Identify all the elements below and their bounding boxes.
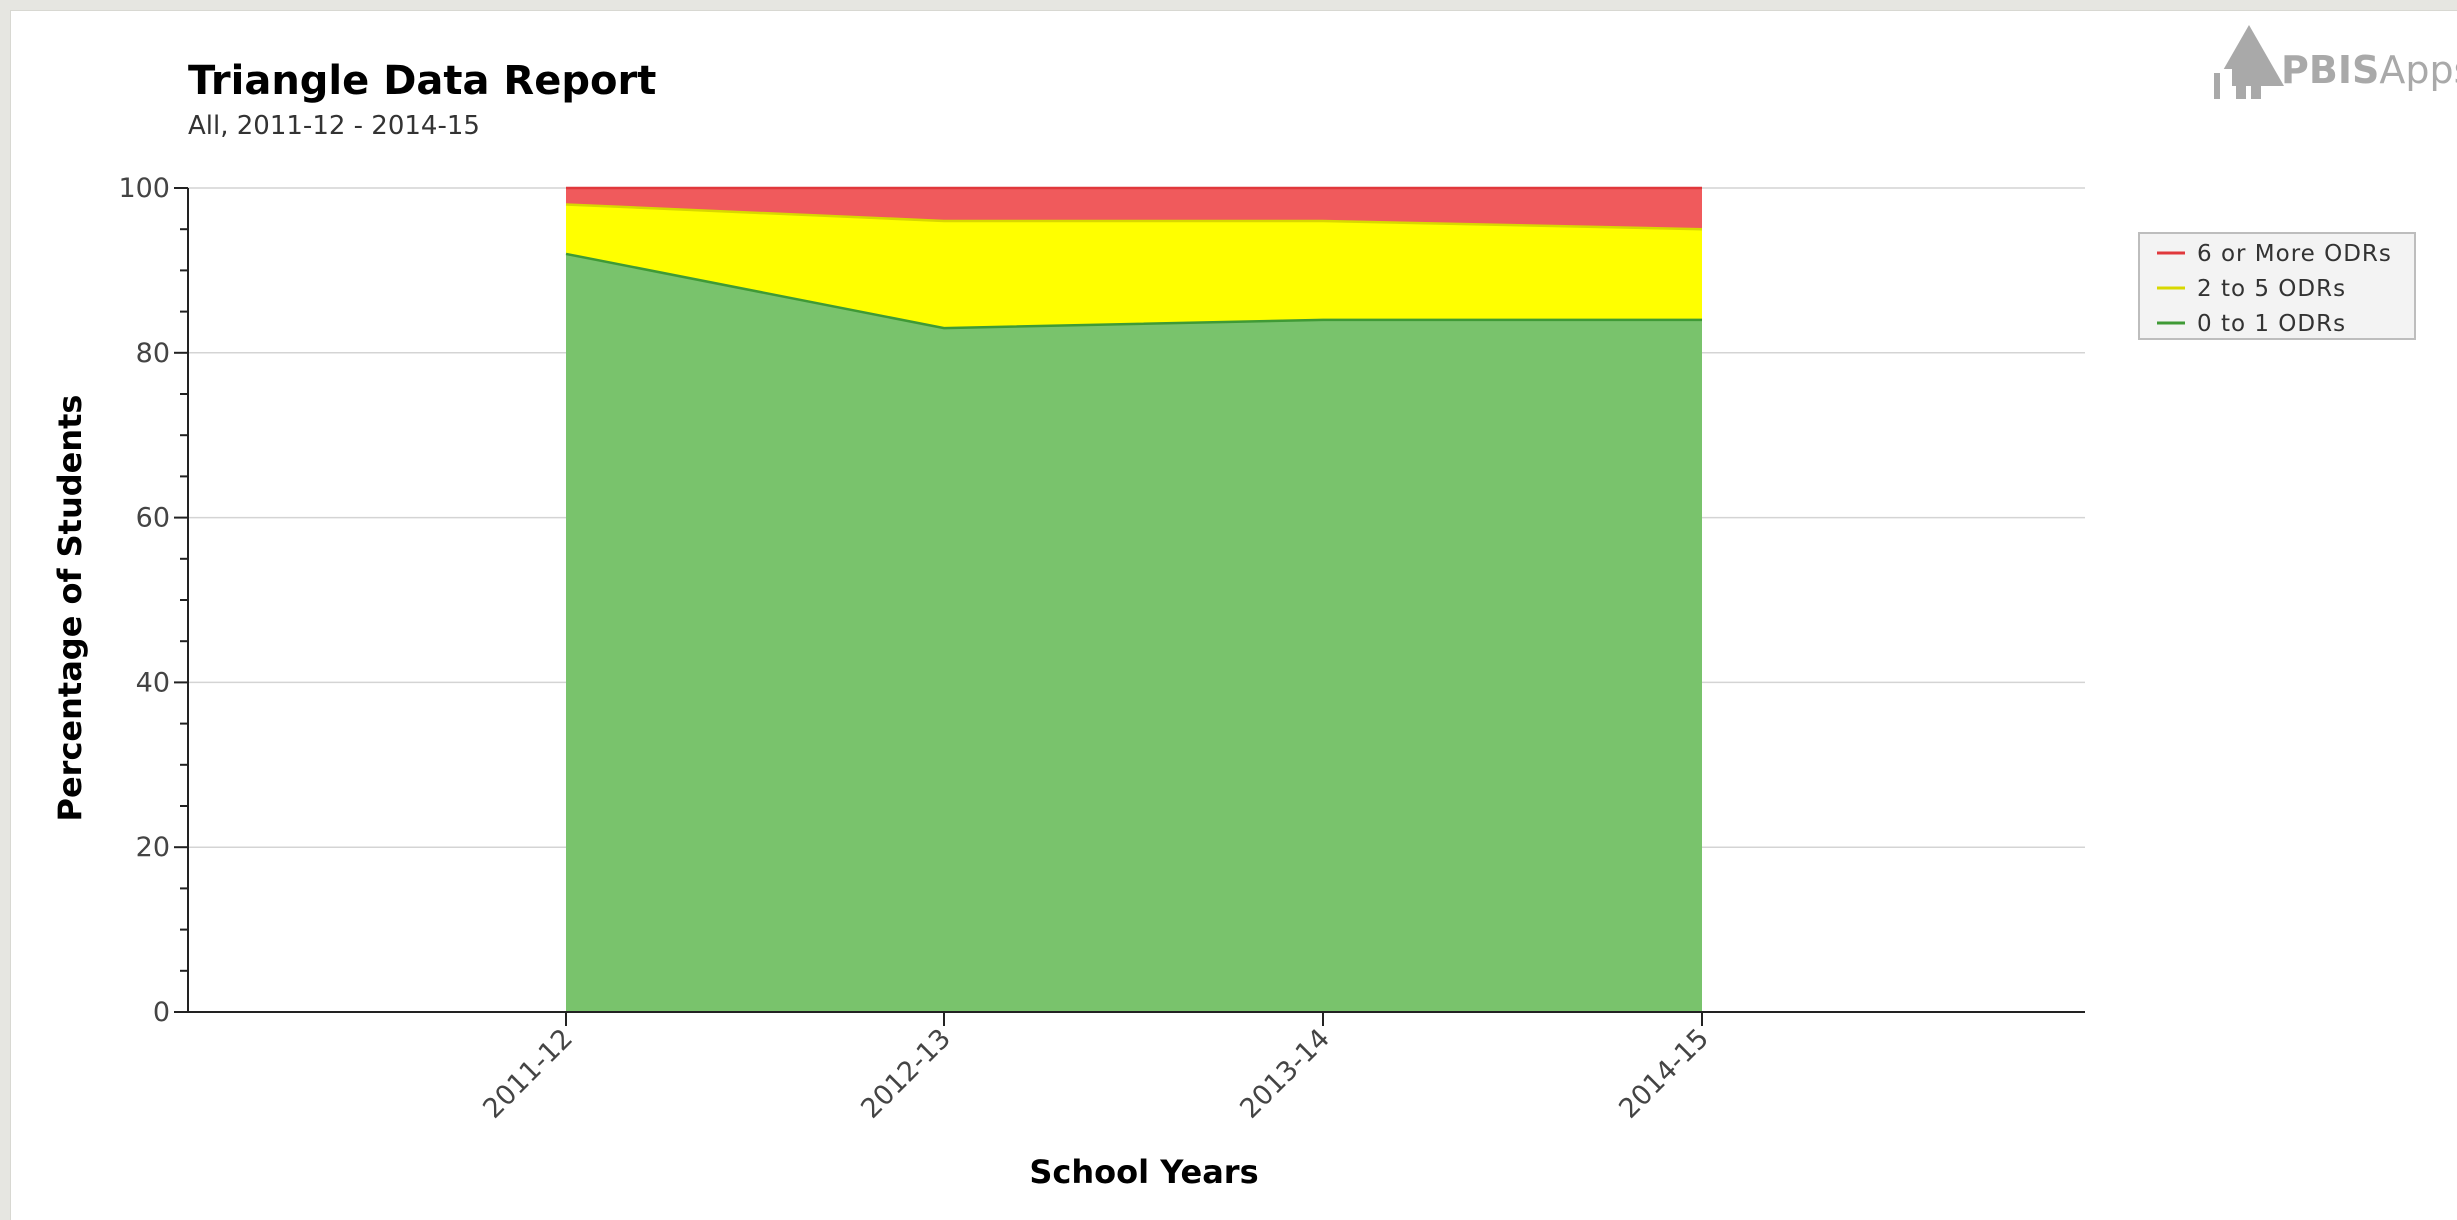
- x-tick-label-2013-14: 2013-14: [1234, 1023, 1336, 1125]
- line-0-to-1-odrs: [565, 252, 1702, 330]
- line-2-to-5-odrs: [565, 203, 1703, 231]
- area-0-to-1-odrs[interactable]: [566, 253, 1702, 1013]
- legend: 6 or More ODRs 2 to 5 ODRs 0 to 1 ODRs: [2138, 232, 2416, 340]
- y-tick-label-100: 100: [118, 173, 170, 204]
- logo-building-icon: [2214, 25, 2284, 99]
- y-axis-title: Percentage of Students: [51, 395, 89, 822]
- x-tick-label-2012-13: 2012-13: [855, 1023, 957, 1125]
- x-tick-label-2014-15: 2014-15: [1613, 1023, 1715, 1125]
- report-card: Triangle Data Report All, 2011-12 - 2014…: [11, 11, 2457, 1220]
- area-series: [565, 186, 1703, 1013]
- logo-text-bold: PBIS: [2281, 48, 2379, 92]
- x-axis-title: School Years: [1029, 1153, 1258, 1191]
- area-2-to-5-odrs[interactable]: [566, 204, 1702, 329]
- y-tick-label-20: 20: [136, 832, 170, 863]
- y-tick-label-80: 80: [136, 338, 170, 369]
- legend-label-6-or-more-odrs[interactable]: 6 or More ODRs: [2197, 241, 2392, 267]
- y-tick-label-0: 0: [153, 997, 170, 1028]
- chart-subtitle: All, 2011-12 - 2014-15: [188, 111, 480, 141]
- y-tick-label-40: 40: [136, 667, 170, 698]
- legend-label-2-to-5-odrs[interactable]: 2 to 5 ODRs: [2197, 276, 2346, 302]
- pbisapps-logo: PBISApps: [2214, 25, 2457, 99]
- chart-title: Triangle Data Report: [188, 58, 656, 104]
- x-tick-label-2011-12: 2011-12: [477, 1023, 579, 1125]
- logo-text-light: Apps: [2379, 48, 2457, 92]
- area-6-or-more-odrs[interactable]: [566, 188, 1702, 230]
- svg-text:PBISApps: PBISApps: [2281, 48, 2457, 92]
- legend-box: [2138, 232, 2416, 340]
- triangle-chart: Triangle Data Report All, 2011-12 - 2014…: [51, 25, 2457, 1191]
- y-tick-label-60: 60: [136, 503, 170, 534]
- legend-label-0-to-1-odrs[interactable]: 0 to 1 ODRs: [2197, 311, 2346, 337]
